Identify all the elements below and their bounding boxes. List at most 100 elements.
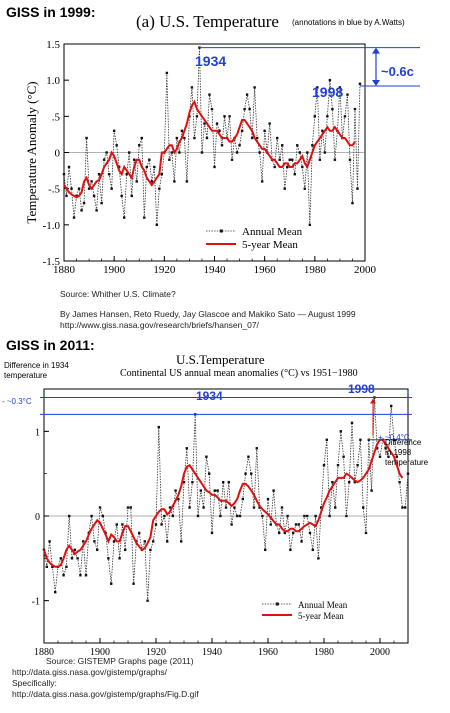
annual-mean-point — [276, 136, 279, 140]
legend-annual-marker — [219, 229, 223, 233]
annual-mean-point — [98, 506, 102, 509]
annual-mean-point — [283, 187, 286, 190]
annual-mean-point — [314, 514, 317, 518]
annual-mean-point — [173, 180, 176, 183]
y-tick-label: -1.0 — [43, 220, 61, 232]
five-year-mean-line — [63, 99, 356, 199]
annual-mean-point — [240, 129, 244, 132]
annual-mean-point — [165, 71, 169, 75]
annual-mean-point — [241, 497, 244, 501]
annual-mean-point — [263, 129, 266, 132]
annual-mean-point — [272, 489, 275, 492]
annual-mean-point — [105, 151, 108, 154]
annual-mean-point — [193, 136, 196, 140]
bottom-chart-subtitle: Continental US annual mean anomalies (°C… — [120, 368, 358, 379]
annual-mean-point — [238, 514, 242, 518]
bottom-source-line3: Specifically: — [12, 678, 57, 688]
annual-mean-point — [138, 531, 141, 535]
legend-annual-label: Annual Mean — [242, 226, 303, 238]
annual-mean-point — [183, 136, 186, 140]
annual-mean-point — [188, 506, 191, 509]
annual-mean-point — [90, 514, 93, 518]
annual-mean-point — [286, 165, 289, 169]
annual-mean-point — [297, 523, 300, 526]
annual-mean-point — [51, 565, 54, 568]
annual-mean-point — [82, 201, 86, 205]
annual-mean-point — [322, 464, 326, 467]
annual-mean-point — [333, 158, 337, 161]
annual-mean-point — [182, 480, 186, 484]
x-tick-label: 1980 — [314, 647, 334, 658]
annual-mean-point — [87, 187, 91, 190]
annual-mean-point — [150, 180, 153, 183]
annual-mean-point — [205, 455, 208, 458]
annual-mean-point — [132, 582, 135, 585]
annotation-1934-label: 1934 — [196, 389, 223, 403]
annual-mean-point — [163, 514, 166, 518]
legend-five-year-label: 5-year Mean — [298, 611, 344, 621]
annual-mean-point — [293, 173, 296, 176]
annual-mean-point — [124, 548, 127, 552]
x-tick-label: 1960 — [254, 264, 277, 276]
x-tick-label: 1940 — [202, 647, 222, 658]
annual-mean-point — [117, 165, 121, 169]
annual-mean-point — [160, 523, 163, 526]
annual-mean-point — [303, 187, 306, 190]
annual-mean-point — [191, 480, 194, 484]
annual-mean-point — [143, 216, 146, 219]
annual-mean-point — [390, 404, 393, 408]
annual-mean-point — [140, 136, 143, 140]
annual-mean-point — [123, 216, 126, 219]
x-tick-label: 1960 — [258, 647, 278, 658]
y-tick-label: .5 — [52, 111, 61, 123]
annual-mean-point — [291, 158, 294, 161]
annual-mean-point — [362, 506, 365, 509]
annual-mean-point — [48, 540, 51, 543]
annual-mean-point — [311, 144, 314, 147]
annual-mean-point — [376, 447, 379, 450]
annual-mean-point — [120, 194, 123, 198]
annotation-arrow-head-up — [372, 47, 380, 54]
annotation-left-note-line1: Difference in 1934 — [4, 361, 69, 370]
annual-mean-point — [143, 540, 146, 543]
annual-mean-point — [358, 82, 362, 85]
annual-mean-point — [97, 173, 101, 176]
annual-mean-point — [288, 158, 291, 161]
annotation-right-note-line3: temperature — [385, 458, 429, 467]
bottom-chart-group: 1880 1900 1920 1940 1960 1980 2000 -1 0 1 Annual M… — [2, 361, 429, 658]
top-credit: (annotations in blue by A.Watts) — [292, 18, 405, 27]
bottom-chart: 1880 1900 1920 1940 1960 1980 2000 -1 0 1 Annual M… — [2, 361, 429, 658]
annual-mean-point — [79, 574, 82, 577]
annual-mean-point — [286, 514, 289, 518]
top-chart-group: 1880 1900 1920 1940 1960 1980 2000 -1.5 -1.0 -.5 0… — [24, 39, 420, 276]
annotation-left-note-line2: temperature — [4, 371, 48, 380]
annual-mean-point — [72, 216, 76, 219]
annual-mean-point — [90, 180, 93, 183]
annual-mean-point — [387, 455, 390, 458]
annual-mean-point — [76, 557, 79, 560]
annotation-1998-label: 1998 — [348, 382, 375, 396]
annual-mean-point — [281, 144, 284, 147]
annual-mean-point — [80, 209, 83, 212]
annual-mean-point — [292, 531, 295, 535]
annual-mean-point — [65, 565, 68, 568]
annual-mean-point — [273, 165, 276, 169]
x-tick-label: 1940 — [204, 264, 227, 276]
annual-mean-point — [148, 158, 151, 161]
annotation-right-note-line1: Difference — [385, 438, 422, 447]
annual-mean-point — [268, 122, 271, 125]
annual-mean-point — [323, 151, 327, 154]
annual-mean-point — [235, 151, 239, 154]
annual-mean-point — [107, 173, 111, 176]
annual-mean-point — [266, 497, 270, 501]
annual-mean-point — [384, 447, 387, 450]
x-tick-label: 1920 — [146, 647, 166, 658]
annual-mean-point — [227, 480, 230, 484]
annual-mean-point — [102, 158, 106, 161]
annual-mean-point — [308, 531, 312, 535]
annual-mean-point — [175, 136, 179, 140]
annual-mean-point — [296, 144, 299, 147]
annual-mean-point — [318, 158, 322, 161]
annual-mean-point — [321, 129, 324, 132]
annual-mean-point — [350, 421, 354, 425]
